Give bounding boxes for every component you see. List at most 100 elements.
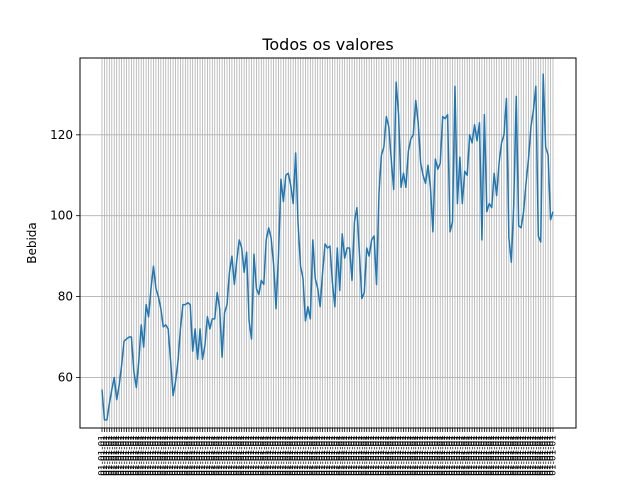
- x-tick-label: 01-01-01: [360, 435, 370, 476]
- x-tick-label: 01-01-01: [149, 435, 159, 476]
- x-tick-label: 01-01-01: [372, 435, 382, 476]
- x-tick-label: 01-01-01: [414, 435, 424, 476]
- x-tick-label: 01-01-01: [112, 435, 122, 476]
- x-tick-label: 01-01-01: [325, 435, 335, 476]
- chart-title: Todos os valores: [261, 35, 393, 54]
- x-tick-label: 01-01-01: [120, 435, 130, 476]
- x-tick-label: 01-01-01: [384, 435, 394, 476]
- x-tick-label: 01-01-01: [406, 435, 416, 476]
- x-tick-label: 01-01-01: [428, 435, 438, 476]
- x-tick-label: 01-01-01: [468, 435, 478, 476]
- x-tick-label: 01-01-01: [132, 435, 142, 476]
- x-tick-label: 01-01-01: [397, 435, 407, 476]
- x-tick-label: 01-01-01: [541, 435, 551, 476]
- x-axis-ticks: 01-01-0101-01-0101-01-0101-01-0101-01-01…: [98, 428, 559, 476]
- x-tick-label: 01-01-01: [460, 435, 470, 476]
- x-tick-label: 01-01-01: [142, 435, 152, 476]
- x-tick-label: 01-01-01: [205, 435, 215, 476]
- x-tick-label: 01-01-01: [279, 435, 289, 476]
- x-tick-label: 01-01-01: [191, 435, 201, 476]
- x-tick-label: 01-01-01: [311, 435, 321, 476]
- x-tick-label: 01-01-01: [139, 435, 149, 476]
- x-tick-label: 01-01-01: [355, 435, 365, 476]
- x-tick-label: 01-01-01: [186, 435, 196, 476]
- x-tick-label: 01-01-01: [154, 435, 164, 476]
- x-tick-label: 01-01-01: [107, 435, 117, 476]
- x-tick-label: 01-01-01: [365, 435, 375, 476]
- x-tick-label: 01-01-01: [196, 435, 206, 476]
- x-tick-label: 01-01-01: [269, 435, 279, 476]
- x-tick-label: 01-01-01: [509, 435, 519, 476]
- x-tick-label: 01-01-01: [161, 435, 171, 476]
- x-tick-label: 01-01-01: [318, 435, 328, 476]
- x-tick-label: 01-01-01: [514, 435, 524, 476]
- x-tick-label: 01-01-01: [321, 435, 331, 476]
- x-tick-label: 01-01-01: [539, 435, 549, 476]
- x-tick-label: 01-01-01: [147, 435, 157, 476]
- x-tick-label: 01-01-01: [127, 435, 137, 476]
- x-tick-label: 01-01-01: [235, 435, 245, 476]
- x-tick-label: 01-01-01: [213, 435, 223, 476]
- x-tick-label: 01-01-01: [350, 435, 360, 476]
- x-tick-label: 01-01-01: [313, 435, 323, 476]
- x-tick-label: 01-01-01: [98, 435, 108, 476]
- x-tick-label: 01-01-01: [340, 435, 350, 476]
- x-tick-label: 01-01-01: [490, 435, 500, 476]
- x-tick-label: 01-01-01: [448, 435, 458, 476]
- x-tick-label: 01-01-01: [438, 435, 448, 476]
- x-tick-label: 01-01-01: [296, 435, 306, 476]
- x-tick-label: 01-01-01: [232, 435, 242, 476]
- x-tick-label: 01-01-01: [208, 435, 218, 476]
- x-tick-label: 01-01-01: [480, 435, 490, 476]
- x-tick-label: 01-01-01: [453, 435, 463, 476]
- y-grid: [80, 134, 576, 378]
- x-tick-label: 01-01-01: [455, 435, 465, 476]
- x-tick-label: 01-01-01: [173, 435, 183, 476]
- x-tick-label: 01-01-01: [240, 435, 250, 476]
- x-tick-label: 01-01-01: [409, 435, 419, 476]
- x-tick-label: 01-01-01: [110, 435, 120, 476]
- x-tick-label: 01-01-01: [223, 435, 233, 476]
- x-tick-label: 01-01-01: [323, 435, 333, 476]
- x-tick-label: 01-01-01: [502, 435, 512, 476]
- x-tick-label: 01-01-01: [286, 435, 296, 476]
- x-tick-label: 01-01-01: [193, 435, 203, 476]
- x-tick-label: 01-01-01: [497, 435, 507, 476]
- x-tick-label: 01-01-01: [458, 435, 468, 476]
- x-tick-label: 01-01-01: [200, 435, 210, 476]
- x-tick-label: 01-01-01: [465, 435, 475, 476]
- x-tick-label: 01-01-01: [137, 435, 147, 476]
- x-tick-label: 01-01-01: [134, 435, 144, 476]
- x-tick-label: 01-01-01: [473, 435, 483, 476]
- x-tick-label: 01-01-01: [352, 435, 362, 476]
- x-tick-label: 01-01-01: [171, 435, 181, 476]
- x-tick-label: 01-01-01: [289, 435, 299, 476]
- x-tick-label: 01-01-01: [421, 435, 431, 476]
- x-tick-label: 01-01-01: [374, 435, 384, 476]
- x-tick-label: 01-01-01: [129, 435, 139, 476]
- x-tick-label: 01-01-01: [443, 435, 453, 476]
- x-tick-label: 01-01-01: [105, 435, 115, 476]
- x-tick-label: 01-01-01: [343, 435, 353, 476]
- x-tick-label: 01-01-01: [259, 435, 269, 476]
- x-tick-label: 01-01-01: [245, 435, 255, 476]
- x-tick-label: 01-01-01: [441, 435, 451, 476]
- x-tick-label: 01-01-01: [308, 435, 318, 476]
- x-tick-label: 01-01-01: [499, 435, 509, 476]
- x-tick-label: 01-01-01: [362, 435, 372, 476]
- x-tick-label: 01-01-01: [536, 435, 546, 476]
- x-tick-label: 01-01-01: [377, 435, 387, 476]
- x-tick-label: 01-01-01: [115, 435, 125, 476]
- x-tick-label: 01-01-01: [531, 435, 541, 476]
- x-tick-label: 01-01-01: [394, 435, 404, 476]
- x-tick-label: 01-01-01: [100, 435, 110, 476]
- x-tick-label: 01-01-01: [225, 435, 235, 476]
- x-tick-label: 01-01-01: [316, 435, 326, 476]
- x-tick-label: 01-01-01: [524, 435, 534, 476]
- x-tick-label: 01-01-01: [399, 435, 409, 476]
- x-tick-label: 01-01-01: [529, 435, 539, 476]
- x-tick-label: 01-01-01: [426, 435, 436, 476]
- x-tick-label: 01-01-01: [294, 435, 304, 476]
- x-tick-label: 01-01-01: [298, 435, 308, 476]
- x-tick-label: 01-01-01: [333, 435, 343, 476]
